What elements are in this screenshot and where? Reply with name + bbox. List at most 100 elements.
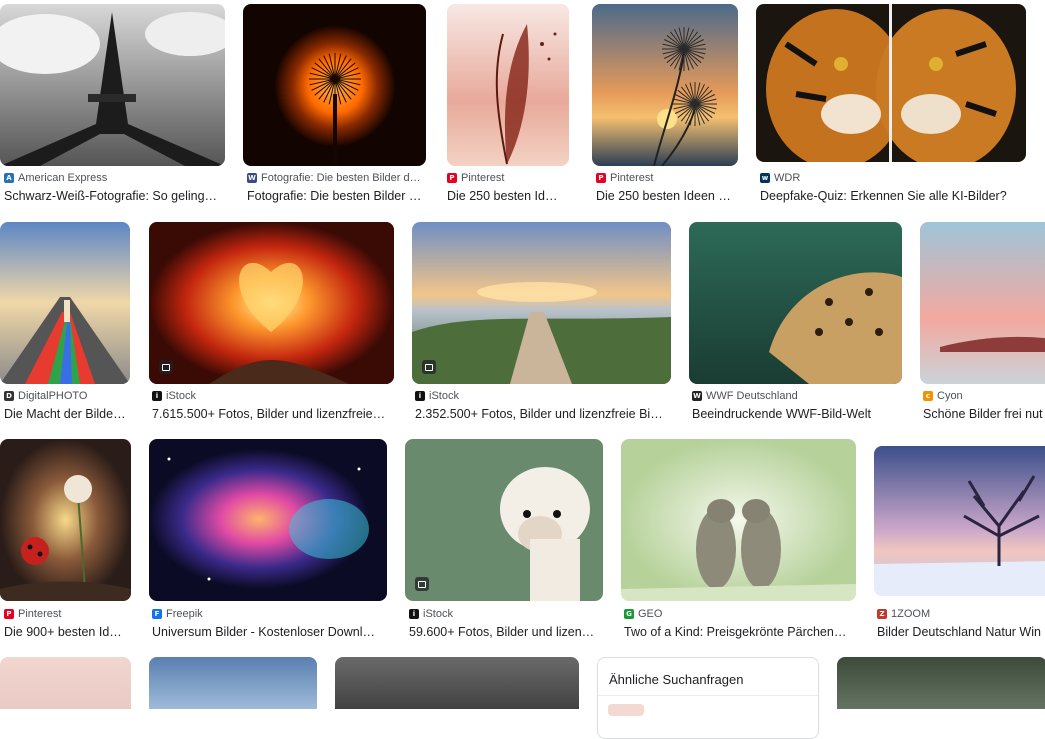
result-thumbnail[interactable] [756, 4, 1026, 162]
result-meta: A American Express Schwarz-Weiß-Fotografie… [4, 171, 221, 203]
result-title[interactable]: Two of a Kind: Preisgekrönte Pärchen… [624, 625, 847, 639]
result-meta: D DigitalPHOTO Die Macht der Bilde… [4, 389, 126, 421]
result-source-name: WWF Deutschland [706, 390, 798, 402]
result-thumbnail[interactable] [447, 4, 569, 166]
result-source[interactable]: i iStock [409, 607, 599, 621]
result-thumbnail[interactable] [243, 4, 426, 166]
result-source[interactable]: P Pinterest [447, 171, 561, 185]
result-source[interactable]: c Cyon [923, 389, 1043, 403]
result-title[interactable]: 2.352.500+ Fotos, Bilder und lizenzfreie… [415, 407, 663, 421]
result-source-name: WDR [774, 172, 801, 184]
geo-icon: G [624, 609, 634, 619]
american-express-icon: A [4, 173, 14, 183]
result-thumbnail[interactable] [874, 446, 1045, 596]
wwf-panda-icon: W [692, 391, 702, 401]
result-meta: W WWF Deutschland Beeindruckende WWF-Bild-… [692, 389, 897, 421]
result-title[interactable]: Bilder Deutschland Natur Win [877, 625, 1041, 639]
result-meta: P Pinterest Die 900+ besten Ide… [4, 607, 127, 639]
result-source-name: DigitalPHOTO [18, 390, 88, 402]
image-type-icon [415, 577, 429, 591]
result-meta: i iStock 7.615.500+ Fotos, Bilder und lize… [152, 389, 389, 421]
wdr-icon: w [760, 173, 770, 183]
result-title[interactable]: Schwarz-Weiß-Fotografie: So geling… [4, 189, 218, 203]
result-source-name: iStock [166, 390, 196, 402]
result-source[interactable]: i iStock [152, 389, 389, 403]
result-source-name: Pinterest [18, 608, 62, 620]
result-meta: i iStock 2.352.500+ Fotos, Bilder und lize… [415, 389, 666, 421]
result-thumbnail[interactable] [335, 657, 579, 709]
istock-icon: i [409, 609, 419, 619]
result-source-name: Cyon [937, 390, 963, 402]
result-meta: c Cyon Schöne Bilder frei nut [923, 389, 1043, 421]
pinterest-icon: P [596, 173, 606, 183]
result-source-name: Freepik [166, 608, 203, 620]
pinterest-icon: P [4, 609, 14, 619]
photo-site-icon: W [247, 173, 257, 183]
istock-icon: i [152, 391, 162, 401]
freepik-icon: F [152, 609, 162, 619]
result-source-name: Fotografie: Die besten Bilder d… [261, 172, 421, 184]
result-title[interactable]: Schöne Bilder frei nut [923, 407, 1043, 421]
result-source-name: Pinterest [461, 172, 505, 184]
result-source-name: American Express [18, 172, 108, 184]
result-source[interactable]: F Freepik [152, 607, 382, 621]
divider [598, 695, 818, 696]
result-thumbnail[interactable] [0, 222, 130, 384]
result-title[interactable]: Beeindruckende WWF-Bild-Welt [692, 407, 871, 421]
related-searches-title: Ähnliche Suchanfragen [609, 672, 744, 687]
result-thumbnail[interactable] [689, 222, 902, 384]
pinterest-icon: P [447, 173, 457, 183]
digitalphoto-icon: D [4, 391, 14, 401]
result-title[interactable]: Deepfake-Quiz: Erkennen Sie alle KI-Bild… [760, 189, 1007, 203]
result-meta: i iStock 59.600+ Fotos, Bilder und lizen… [409, 607, 599, 639]
result-title[interactable]: 59.600+ Fotos, Bilder und lizen… [409, 625, 595, 639]
result-thumbnail[interactable] [920, 222, 1045, 384]
result-source[interactable]: W WWF Deutschland [692, 389, 897, 403]
image-results-grid: A American Express Schwarz-Weiß-Fotografie… [0, 4, 1045, 709]
result-source[interactable]: W Fotografie: Die besten Bilder d… [247, 171, 422, 185]
result-source-name: GEO [638, 608, 663, 620]
result-thumbnail[interactable] [149, 222, 394, 384]
result-meta: w WDR Deepfake-Quiz: Erkennen Sie alle KI-… [760, 171, 1022, 203]
result-source[interactable]: G GEO [624, 607, 851, 621]
result-source[interactable]: A American Express [4, 171, 221, 185]
result-meta: Z 1ZOOM Bilder Deutschland Natur Win [877, 607, 1043, 639]
image-type-icon [422, 360, 436, 374]
result-source-name: Pinterest [610, 172, 654, 184]
result-thumbnail[interactable] [0, 657, 131, 709]
result-meta: W Fotografie: Die besten Bilder d… Fotogra… [247, 171, 422, 203]
result-thumbnail[interactable] [592, 4, 738, 166]
result-title[interactable]: Die Macht der Bilde… [4, 407, 126, 421]
result-title[interactable]: Die 250 besten Idee… [447, 189, 561, 203]
result-source-name: 1ZOOM [891, 608, 931, 620]
image-type-icon [159, 360, 173, 374]
result-thumbnail[interactable] [0, 439, 131, 601]
result-meta: P Pinterest Die 250 besten Idee… [447, 171, 561, 203]
result-thumbnail[interactable] [621, 439, 856, 601]
result-title[interactable]: Die 250 besten Ideen … [596, 189, 731, 203]
result-thumbnail[interactable] [412, 222, 671, 384]
result-source[interactable]: Z 1ZOOM [877, 607, 1043, 621]
result-source[interactable]: w WDR [760, 171, 1022, 185]
result-source[interactable]: P Pinterest [596, 171, 734, 185]
result-title[interactable]: Fotografie: Die besten Bilder … [247, 189, 422, 203]
result-thumbnail[interactable] [837, 657, 1045, 709]
result-source-name: iStock [429, 390, 459, 402]
result-source[interactable]: P Pinterest [4, 607, 127, 621]
result-meta: G GEO Two of a Kind: Preisgekrönte Pärchen… [624, 607, 851, 639]
result-title[interactable]: Universum Bilder - Kostenloser Downl… [152, 625, 375, 639]
result-meta: F Freepik Universum Bilder - Kostenloser D… [152, 607, 382, 639]
result-source[interactable]: D DigitalPHOTO [4, 389, 126, 403]
related-searches-panel[interactable]: Ähnliche Suchanfragen [597, 657, 819, 739]
result-title[interactable]: Die 900+ besten Ide… [4, 625, 127, 639]
istock-icon: i [415, 391, 425, 401]
result-title[interactable]: 7.615.500+ Fotos, Bilder und lizenzfreie… [152, 407, 386, 421]
1zoom-icon: Z [877, 609, 887, 619]
related-search-thumbnail[interactable] [608, 704, 644, 716]
result-thumbnail[interactable] [405, 439, 603, 601]
result-source[interactable]: i iStock [415, 389, 666, 403]
result-source-name: iStock [423, 608, 453, 620]
result-thumbnail[interactable] [0, 4, 225, 166]
result-thumbnail[interactable] [149, 439, 387, 601]
result-thumbnail[interactable] [149, 657, 317, 709]
